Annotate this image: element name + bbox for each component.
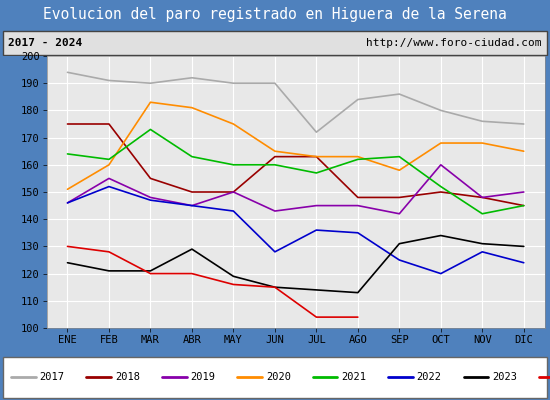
FancyBboxPatch shape [3, 31, 547, 55]
Text: http://www.foro-ciudad.com: http://www.foro-ciudad.com [366, 38, 542, 48]
Text: 2017 - 2024: 2017 - 2024 [8, 38, 82, 48]
FancyBboxPatch shape [3, 357, 547, 398]
Text: Evolucion del paro registrado en Higuera de la Serena: Evolucion del paro registrado en Higuera… [43, 8, 507, 22]
Text: 2020: 2020 [266, 372, 291, 382]
Text: 2023: 2023 [492, 372, 517, 382]
Text: 2022: 2022 [417, 372, 442, 382]
Text: 2019: 2019 [190, 372, 216, 382]
Text: 2021: 2021 [342, 372, 366, 382]
Text: 2017: 2017 [40, 372, 64, 382]
Text: 2018: 2018 [115, 372, 140, 382]
